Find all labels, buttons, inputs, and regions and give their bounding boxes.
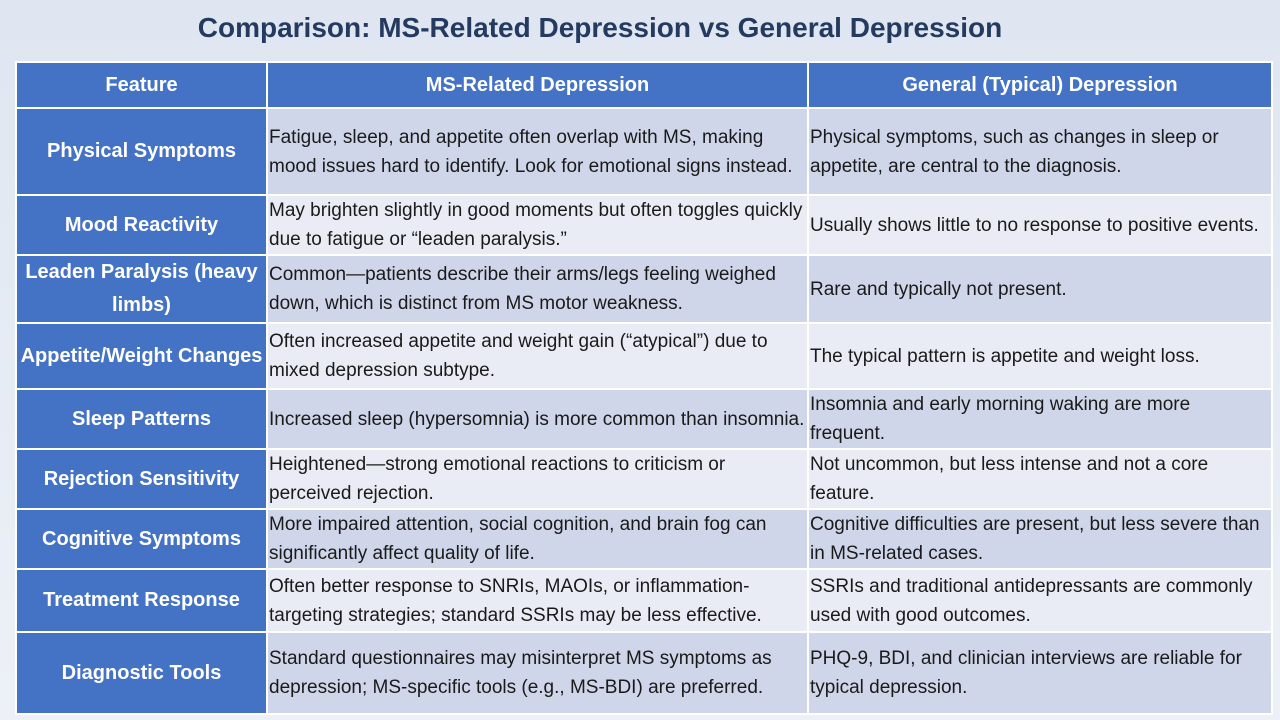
- header-feature: Feature: [15, 61, 268, 109]
- general-cell: PHQ-9, BDI, and clinician interviews are…: [807, 631, 1273, 715]
- table-row: Cognitive Symptoms More impaired attenti…: [15, 508, 1273, 570]
- table-header-row: Feature MS-Related Depression General (T…: [15, 61, 1273, 109]
- general-cell: SSRIs and traditional antidepressants ar…: [807, 568, 1273, 633]
- table-row: Diagnostic Tools Standard questionnaires…: [15, 631, 1273, 715]
- feature-cell: Leaden Paralysis (heavy limbs): [15, 254, 268, 324]
- general-cell: Physical symptoms, such as changes in sl…: [807, 107, 1273, 196]
- feature-cell: Physical Symptoms: [15, 107, 268, 196]
- ms-cell: May brighten slightly in good moments bu…: [266, 194, 809, 256]
- feature-cell: Sleep Patterns: [15, 388, 268, 450]
- table-row: Treatment Response Often better response…: [15, 568, 1273, 633]
- ms-cell: More impaired attention, social cognitio…: [266, 508, 809, 570]
- general-cell: Insomnia and early morning waking are mo…: [807, 388, 1273, 450]
- feature-cell: Mood Reactivity: [15, 194, 268, 256]
- feature-cell: Rejection Sensitivity: [15, 448, 268, 510]
- comparison-table: Feature MS-Related Depression General (T…: [15, 61, 1273, 715]
- header-general: General (Typical) Depression: [807, 61, 1273, 109]
- table-row: Sleep Patterns Increased sleep (hypersom…: [15, 388, 1273, 450]
- table-row: Leaden Paralysis (heavy limbs) Common—pa…: [15, 254, 1273, 324]
- ms-cell: Fatigue, sleep, and appetite often overl…: [266, 107, 809, 196]
- ms-cell: Heightened—strong emotional reactions to…: [266, 448, 809, 510]
- general-cell: Cognitive difficulties are present, but …: [807, 508, 1273, 570]
- feature-cell: Cognitive Symptoms: [15, 508, 268, 570]
- table-row: Appetite/Weight Changes Often increased …: [15, 322, 1273, 390]
- table-row: Mood Reactivity May brighten slightly in…: [15, 194, 1273, 256]
- general-cell: Rare and typically not present.: [807, 254, 1273, 324]
- ms-cell: Often better response to SNRIs, MAOIs, o…: [266, 568, 809, 633]
- general-cell: Usually shows little to no response to p…: [807, 194, 1273, 256]
- ms-cell: Increased sleep (hypersomnia) is more co…: [266, 388, 809, 450]
- general-cell: The typical pattern is appetite and weig…: [807, 322, 1273, 390]
- table-row: Physical Symptoms Fatigue, sleep, and ap…: [15, 107, 1273, 196]
- feature-cell: Appetite/Weight Changes: [15, 322, 268, 390]
- ms-cell: Often increased appetite and weight gain…: [266, 322, 809, 390]
- ms-cell: Standard questionnaires may misinterpret…: [266, 631, 809, 715]
- header-ms-related: MS-Related Depression: [266, 61, 809, 109]
- feature-cell: Treatment Response: [15, 568, 268, 633]
- table-row: Rejection Sensitivity Heightened—strong …: [15, 448, 1273, 510]
- feature-cell: Diagnostic Tools: [15, 631, 268, 715]
- ms-cell: Common—patients describe their arms/legs…: [266, 254, 809, 324]
- general-cell: Not uncommon, but less intense and not a…: [807, 448, 1273, 510]
- page-title: Comparison: MS-Related Depression vs Gen…: [197, 12, 1003, 43]
